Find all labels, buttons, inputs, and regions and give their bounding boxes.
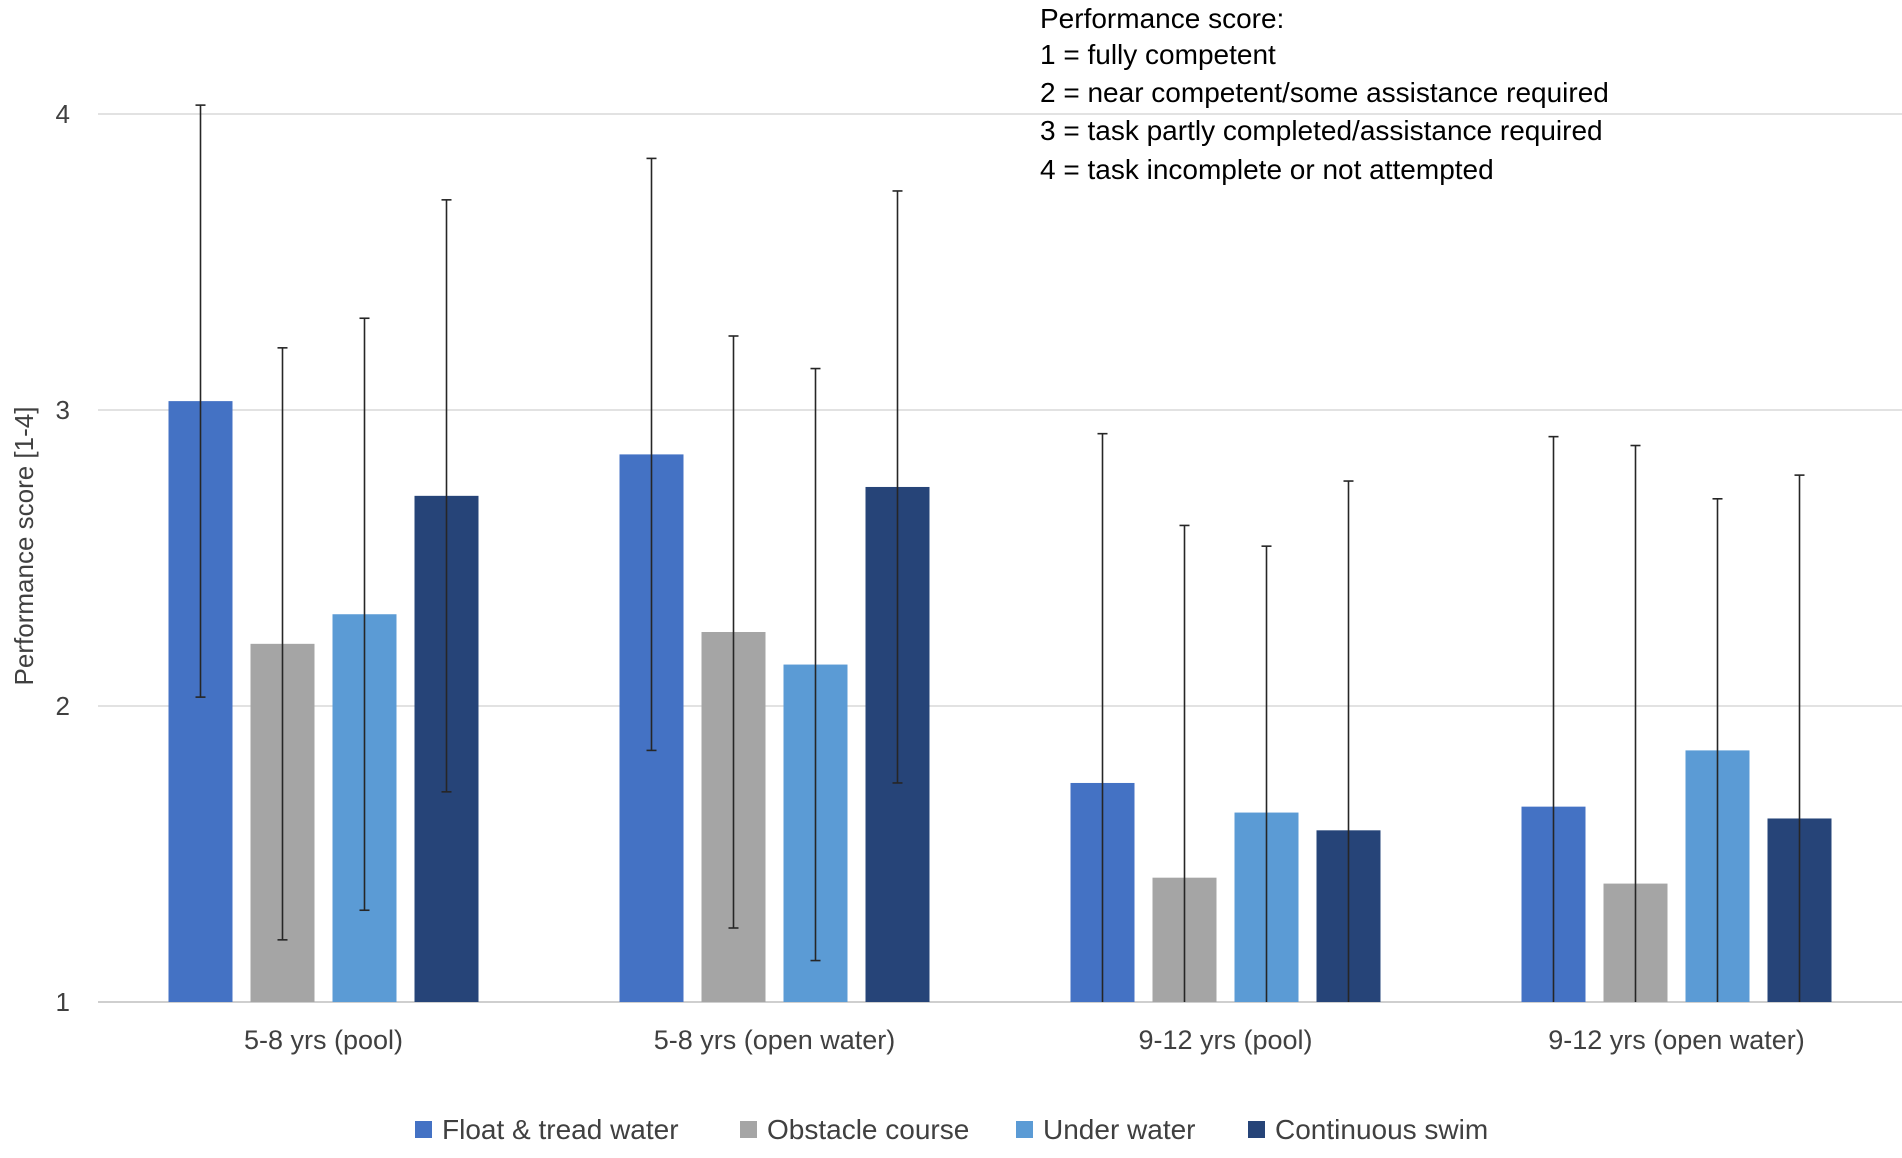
legend: Float & tread water Obstacle course Under … [415, 1114, 1488, 1145]
legend-swatch [415, 1121, 432, 1138]
annotation-line-4: 3 = task partly completed/assistance req… [1040, 115, 1603, 146]
legend-label: Continuous swim [1275, 1114, 1488, 1145]
x-axis-categories: 5-8 yrs (pool) 5-8 yrs (open water) 9-12 y… [244, 1025, 1805, 1055]
bars [168, 401, 1832, 1003]
x-category-label: 5-8 yrs (open water) [654, 1025, 896, 1055]
x-category-label: 9-12 yrs (open water) [1548, 1025, 1805, 1055]
y-axis-title: Performance score [1-4] [9, 407, 39, 686]
annotation-line-1: Performance score: [1040, 3, 1284, 34]
legend-swatch [1016, 1121, 1033, 1138]
y-tick-label: 3 [56, 395, 70, 425]
legend-swatch [1248, 1121, 1265, 1138]
error-bars [195, 104, 1805, 1002]
y-tick-label: 2 [56, 691, 70, 721]
x-category-label: 5-8 yrs (pool) [244, 1025, 403, 1055]
legend-label: Float & tread water [442, 1114, 679, 1145]
annotation-line-5: 4 = task incomplete or not attempted [1040, 154, 1494, 185]
legend-label: Obstacle course [767, 1114, 969, 1145]
legend-swatch [740, 1121, 757, 1138]
gridlines [98, 113, 1902, 1003]
x-category-label: 9-12 yrs (pool) [1138, 1025, 1312, 1055]
annotation-note: Performance score: 1 = fully competent 2… [1040, 3, 1609, 185]
y-axis-ticks: 1 2 3 4 [56, 99, 70, 1017]
annotation-line-2: 1 = fully competent [1040, 39, 1276, 70]
legend-label: Under water [1043, 1114, 1196, 1145]
annotation-line-3: 2 = near competent/some assistance requi… [1040, 77, 1609, 108]
y-tick-label: 4 [56, 99, 70, 129]
y-tick-label: 1 [56, 987, 70, 1017]
